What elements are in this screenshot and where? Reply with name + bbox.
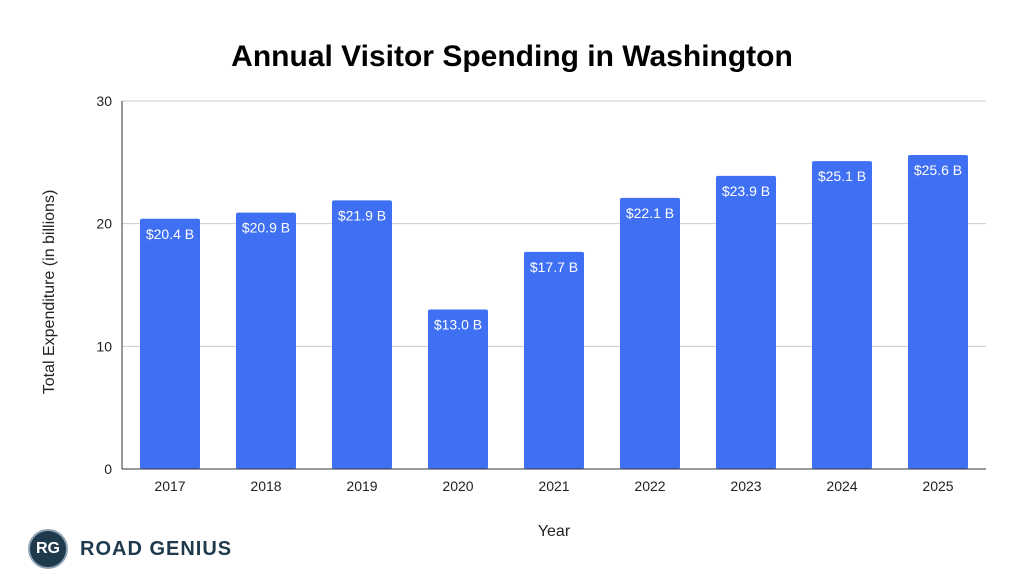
x-tick-label: 2019 bbox=[346, 478, 377, 494]
bar-2024 bbox=[812, 161, 872, 469]
x-tick-label: 2022 bbox=[634, 478, 665, 494]
bar-2019 bbox=[332, 200, 392, 470]
bar-label-2021: $17.7 B bbox=[530, 259, 578, 275]
x-axis-ticks: 2017 2018 2019 2020 2021 2022 2023 2024 2025 bbox=[154, 478, 953, 494]
bar-2023 bbox=[716, 175, 776, 469]
x-axis-label: Year bbox=[538, 523, 571, 540]
bars: $20.4 B $20.9 B $21.9 B $13.0 B $17.7 B $22.1… bbox=[140, 154, 968, 470]
x-tick-label: 2017 bbox=[154, 478, 185, 494]
bar-label-2020: $13.0 B bbox=[434, 317, 482, 333]
bar-2018 bbox=[236, 212, 296, 470]
y-tick-label: 0 bbox=[104, 461, 112, 477]
bar-2025 bbox=[908, 154, 968, 469]
bar-label-2018: $20.9 B bbox=[242, 220, 290, 236]
y-axis-ticks: 0 10 20 30 bbox=[96, 93, 112, 477]
bar-label-2024: $25.1 B bbox=[818, 168, 866, 184]
y-tick-label: 10 bbox=[96, 338, 112, 354]
bar-2021 bbox=[524, 251, 584, 469]
y-tick-label: 20 bbox=[96, 216, 112, 232]
bar-2017 bbox=[140, 218, 200, 469]
bar-label-2023: $23.9 B bbox=[722, 183, 770, 199]
x-tick-label: 2025 bbox=[922, 478, 953, 494]
x-tick-label: 2018 bbox=[250, 478, 281, 494]
x-tick-label: 2024 bbox=[826, 478, 857, 494]
bar-2020 bbox=[428, 309, 488, 469]
bar-label-2017: $20.4 B bbox=[146, 226, 194, 242]
x-tick-label: 2020 bbox=[442, 478, 473, 494]
y-tick-label: 30 bbox=[96, 93, 112, 109]
logo-badge-icon: RG bbox=[28, 529, 68, 569]
bar-label-2025: $25.6 B bbox=[914, 162, 962, 178]
road-genius-logo: RG ROAD GENIUS bbox=[28, 529, 232, 569]
y-axis-label: Total Expenditure (in billions) bbox=[41, 190, 58, 395]
x-tick-label: 2021 bbox=[538, 478, 569, 494]
bar-2022 bbox=[620, 197, 680, 469]
x-tick-label: 2023 bbox=[730, 478, 761, 494]
bar-label-2022: $22.1 B bbox=[626, 205, 674, 221]
chart-title: Annual Visitor Spending in Washington bbox=[231, 40, 793, 73]
logo-text: ROAD GENIUS bbox=[80, 537, 233, 560]
bar-label-2019: $21.9 B bbox=[338, 207, 386, 223]
